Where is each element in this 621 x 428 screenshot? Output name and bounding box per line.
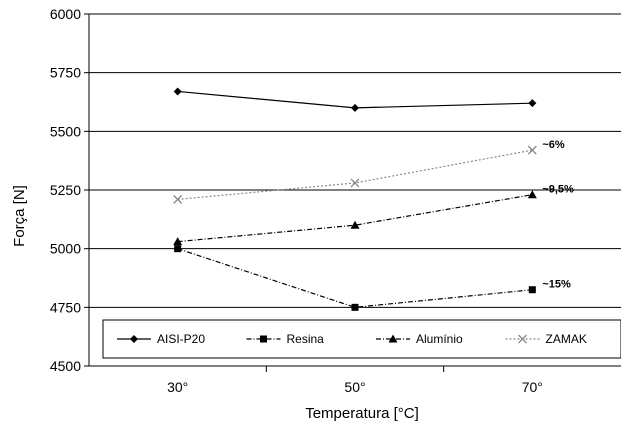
legend-item-aisi-p20: AISI-P20 — [117, 332, 205, 346]
x-tick-label: 50° — [344, 379, 365, 395]
annotation: ~9,5% — [542, 184, 574, 196]
data-point-resina — [528, 286, 536, 294]
series-resina — [174, 245, 536, 311]
x-ticks: 30° 50° 70° — [167, 366, 543, 395]
data-point-alum-nio — [350, 220, 360, 229]
annotation: ~6% — [542, 139, 565, 151]
legend-item-alum-nio: Alumínio — [376, 332, 463, 346]
grid-lines — [89, 13, 621, 308]
data-point-alum-nio — [173, 237, 183, 246]
legend-label: Alumínio — [416, 332, 463, 346]
legend-item-zamak: ZAMAK — [505, 332, 587, 346]
series-line-resina — [177, 248, 533, 308]
data-point-zamak — [173, 194, 183, 204]
x-tick-label: 30° — [167, 379, 188, 395]
x-tick-label: 70° — [522, 379, 543, 395]
x-axis-label: Temperatura [°C] — [305, 405, 419, 422]
annotations: ~6% ~9,5% ~15% — [542, 139, 574, 291]
legend-marker — [130, 335, 138, 343]
y-axis-label: Força [N] — [11, 185, 28, 247]
legend-label: ZAMAK — [546, 332, 587, 346]
y-ticks: 4500 4750 5000 5250 5500 5750 6000 — [50, 6, 89, 374]
legend-marker — [518, 334, 527, 344]
series-line-zamak — [177, 149, 533, 200]
legend-marker — [260, 335, 267, 343]
legend-item-resina: Resina — [246, 332, 325, 346]
y-tick-label: 6000 — [50, 6, 81, 22]
legend-label: AISI-P20 — [157, 332, 205, 346]
legend-label: Resina — [287, 332, 325, 346]
data-point-zamak — [527, 145, 537, 155]
legend: AISI-P20 Resina Alumínio ZAMAK — [102, 319, 621, 359]
data-point-resina — [351, 303, 359, 311]
y-tick-label: 4500 — [50, 358, 81, 374]
annotation: ~15% — [542, 279, 571, 291]
y-tick-label: 5000 — [50, 241, 81, 257]
legend-marker — [388, 334, 398, 343]
series-alum-nio — [173, 190, 537, 246]
data-point-alum-nio — [527, 190, 537, 199]
y-tick-label: 5750 — [50, 65, 81, 81]
series-aisi-p20 — [173, 87, 537, 112]
series-line-alum-nio — [177, 194, 533, 243]
series-zamak — [173, 145, 537, 204]
data-point-aisi-p20 — [351, 103, 359, 112]
y-tick-label: 5250 — [50, 182, 81, 198]
data-point-resina — [174, 245, 182, 253]
data-point-zamak — [350, 178, 360, 188]
data-point-aisi-p20 — [173, 87, 182, 96]
series — [173, 87, 537, 311]
data-point-aisi-p20 — [528, 99, 537, 108]
y-tick-label: 5500 — [50, 123, 81, 139]
y-tick-label: 4750 — [50, 299, 81, 315]
